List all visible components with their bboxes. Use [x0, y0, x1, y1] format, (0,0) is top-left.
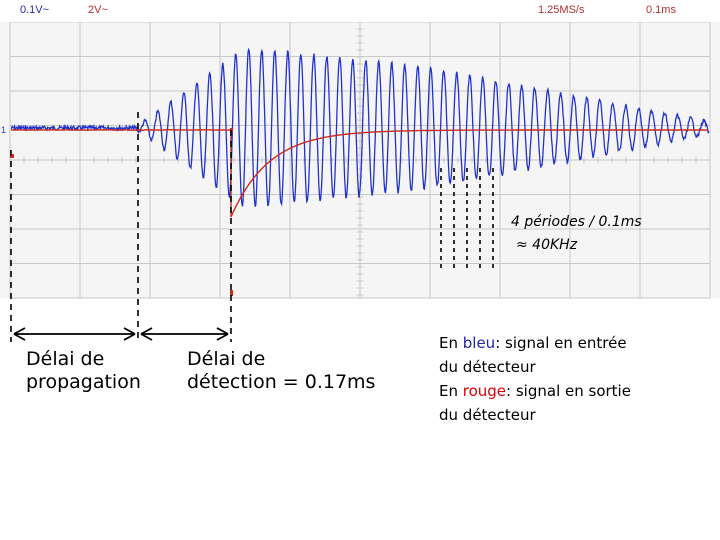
legend-suffix-3: : signal en sortie: [506, 382, 631, 400]
period-count-label: 4 périodes / 0.1ms: [511, 214, 642, 230]
detection-arrowhead-right: [216, 327, 229, 341]
detection-label-line2: détection = 0.17ms: [187, 371, 376, 393]
legend-suffix-1: : signal en entrée: [495, 334, 627, 352]
propagation-label-line2: propagation: [26, 371, 141, 393]
legend-red-word: rouge: [462, 382, 507, 400]
sample-rate: 1.25MS/s: [538, 4, 585, 16]
ch1-marker: 1: [1, 125, 6, 135]
ch1-scale: 0.1V~: [20, 4, 50, 16]
legend-prefix-3: En: [439, 382, 463, 400]
scope-grid: [9, 21, 711, 299]
ch2-marker: [10, 154, 14, 158]
period-annotation: 4 périodes / 0.1ms ≈ 40KHz: [511, 211, 642, 257]
propagation-label-line1: Délai de: [26, 348, 105, 370]
legend-line-blue: En bleu: signal en entrée: [439, 331, 631, 355]
detection-delay-label: Délai de détection = 0.17ms: [187, 348, 375, 394]
scope-header: 0.1V~ 2V~ 1.25MS/s 0.1ms: [0, 0, 720, 22]
legend-line-4: du détecteur: [439, 406, 536, 424]
input-signal-trace: [10, 47, 710, 207]
detection-arrowhead-left: [140, 327, 153, 341]
trigger-marker-bottom: [230, 290, 233, 296]
frequency-label: ≈ 40KHz: [516, 237, 578, 253]
propagation-arrowhead-left: [13, 327, 26, 341]
color-legend: En bleu: signal en entrée du détecteur E…: [439, 331, 631, 427]
propagation-arrowhead-right: [123, 327, 136, 341]
legend-blue-word: bleu: [462, 334, 496, 352]
output-signal-trace: [10, 128, 708, 218]
detection-label-line1: Délai de: [187, 348, 266, 370]
oscilloscope-screen: 1: [1, 21, 711, 299]
propagation-delay-label: Délai de propagation: [26, 348, 141, 394]
legend-line-2: du détecteur: [439, 358, 536, 376]
ch2-scale: 2V~: [88, 4, 108, 16]
legend-line-red: En rouge: signal en sortie: [439, 379, 631, 403]
legend-prefix-1: En: [439, 334, 463, 352]
time-base: 0.1ms: [646, 4, 676, 16]
